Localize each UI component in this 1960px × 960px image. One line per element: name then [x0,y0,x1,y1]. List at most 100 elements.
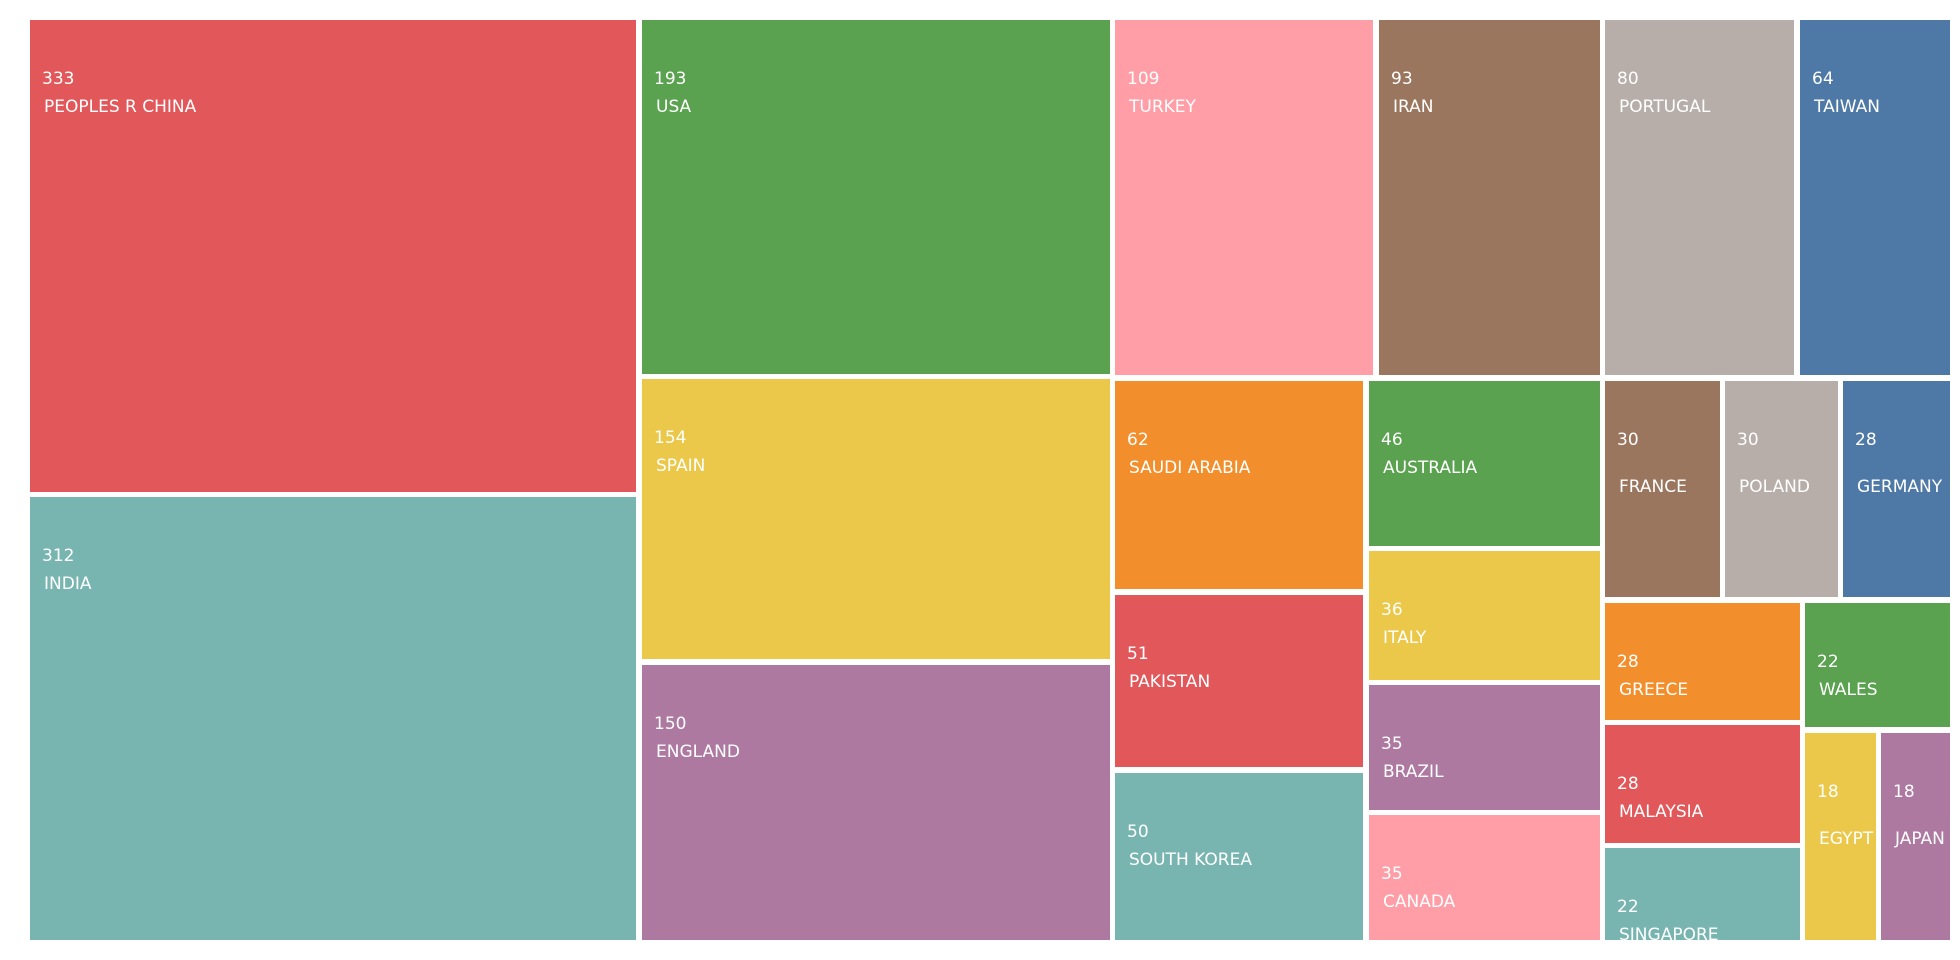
cell-italy: 36 ITALY [1369,551,1600,680]
cell-rect-iran [1379,20,1600,375]
cell-portugal: 80 PORTUGAL [1605,20,1794,375]
cell-label-italy: ITALY [1383,628,1427,648]
cell-rect-peoples-r-china [30,20,636,492]
treemap-plot: 333 PEOPLES R CHINA 312 INDIA 193 USA 154 SPAIN… [30,20,1950,945]
cell-rect-egypt [1805,733,1876,940]
cell-label-turkey: TURKEY [1128,97,1197,117]
cell-rect-japan [1881,733,1950,940]
cell-value-canada: 35 [1381,864,1403,884]
cell-label-wales: WALES [1819,680,1878,700]
cell-label-south-korea: SOUTH KOREA [1129,850,1252,870]
cell-rect-greece [1605,603,1800,720]
cell-label-england: ENGLAND [656,742,740,762]
cell-rect-south-korea [1115,773,1363,940]
cell-label-germany: GERMANY [1857,477,1943,497]
cell-rect-wales [1805,603,1950,727]
cell-label-france: FRANCE [1619,477,1687,497]
cell-label-pakistan: PAKISTAN [1129,672,1210,692]
cell-value-malaysia: 28 [1617,774,1639,794]
cell-value-italy: 36 [1381,600,1403,620]
cell-label-peoples-r-china: PEOPLES R CHINA [44,97,197,117]
cell-rect-saudi-arabia [1115,381,1363,589]
cell-label-india: INDIA [44,574,92,594]
cell-value-australia: 46 [1381,430,1403,450]
cell-south-korea: 50 SOUTH KOREA [1115,773,1363,940]
cell-value-brazil: 35 [1381,734,1403,754]
cell-poland: 30 POLAND [1725,381,1838,597]
cell-spain: 154 SPAIN [642,379,1110,659]
cell-rect-france [1605,381,1720,597]
cell-singapore: 22 SINGAPORE [1605,848,1800,945]
cell-india: 312 INDIA [30,497,636,940]
cell-value-spain: 154 [654,428,686,448]
cell-rect-turkey [1115,20,1373,375]
cell-value-portugal: 80 [1617,69,1639,89]
cell-value-wales: 22 [1817,652,1839,672]
cell-france: 30 FRANCE [1605,381,1720,597]
cell-rect-italy [1369,551,1600,680]
cell-label-egypt: EGYPT [1819,829,1874,849]
cell-value-england: 150 [654,714,686,734]
cell-label-usa: USA [656,97,692,117]
cell-brazil: 35 BRAZIL [1369,685,1600,810]
cell-value-taiwan: 64 [1812,69,1834,89]
cell-value-india: 312 [42,546,74,566]
cell-peoples-r-china: 333 PEOPLES R CHINA [30,20,636,492]
cell-label-australia: AUSTRALIA [1383,458,1477,478]
cell-rect-taiwan [1800,20,1950,375]
cell-rect-england [642,665,1110,940]
cell-label-brazil: BRAZIL [1383,762,1444,782]
cell-germany: 28 GERMANY [1843,381,1950,597]
cell-australia: 46 AUSTRALIA [1369,381,1600,546]
cell-pakistan: 51 PAKISTAN [1115,595,1363,767]
cell-taiwan: 64 TAIWAN [1800,20,1950,375]
cell-value-south-korea: 50 [1127,822,1149,842]
cell-label-iran: IRAN [1393,97,1433,117]
cell-value-france: 30 [1617,430,1639,450]
cell-label-japan: JAPAN [1894,829,1945,849]
cell-rect-poland [1725,381,1838,597]
cell-value-saudi-arabia: 62 [1127,430,1149,450]
cell-rect-spain [642,379,1110,659]
cell-saudi-arabia: 62 SAUDI ARABIA [1115,381,1363,589]
cell-greece: 28 GREECE [1605,603,1800,720]
cell-rect-canada [1369,815,1600,940]
cell-value-egypt: 18 [1817,782,1839,802]
cell-value-turkey: 109 [1127,69,1159,89]
cell-malaysia: 28 MALAYSIA [1605,725,1800,843]
cell-label-taiwan: TAIWAN [1813,97,1880,117]
cell-label-spain: SPAIN [656,456,705,476]
cell-rect-germany [1843,381,1950,597]
cell-value-usa: 193 [654,69,686,89]
cell-value-iran: 93 [1391,69,1413,89]
cell-wales: 22 WALES [1805,603,1950,727]
cell-label-saudi-arabia: SAUDI ARABIA [1129,458,1251,478]
cell-value-greece: 28 [1617,652,1639,672]
cell-value-japan: 18 [1893,782,1915,802]
cell-usa: 193 USA [642,20,1110,374]
cell-rect-brazil [1369,685,1600,810]
cell-turkey: 109 TURKEY [1115,20,1373,375]
cell-england: 150 ENGLAND [642,665,1110,940]
cell-rect-india [30,497,636,940]
cell-label-malaysia: MALAYSIA [1619,802,1704,822]
cell-value-germany: 28 [1855,430,1877,450]
cell-value-pakistan: 51 [1127,644,1149,664]
cell-egypt: 18 EGYPT [1805,733,1876,940]
cell-rect-pakistan [1115,595,1363,767]
cell-label-greece: GREECE [1619,680,1688,700]
cell-canada: 35 CANADA [1369,815,1600,940]
cell-label-portugal: PORTUGAL [1619,97,1711,117]
cell-value-poland: 30 [1737,430,1759,450]
cell-rect-malaysia [1605,725,1800,843]
cell-label-canada: CANADA [1383,892,1456,912]
cell-value-singapore: 22 [1617,897,1639,917]
cell-label-singapore: SINGAPORE [1619,925,1719,945]
cell-value-peoples-r-china: 333 [42,69,74,89]
cell-japan: 18 JAPAN [1881,733,1950,940]
cell-rect-singapore [1605,848,1800,940]
cell-iran: 93 IRAN [1379,20,1600,375]
cell-rect-usa [642,20,1110,374]
cell-label-poland: POLAND [1739,477,1810,497]
